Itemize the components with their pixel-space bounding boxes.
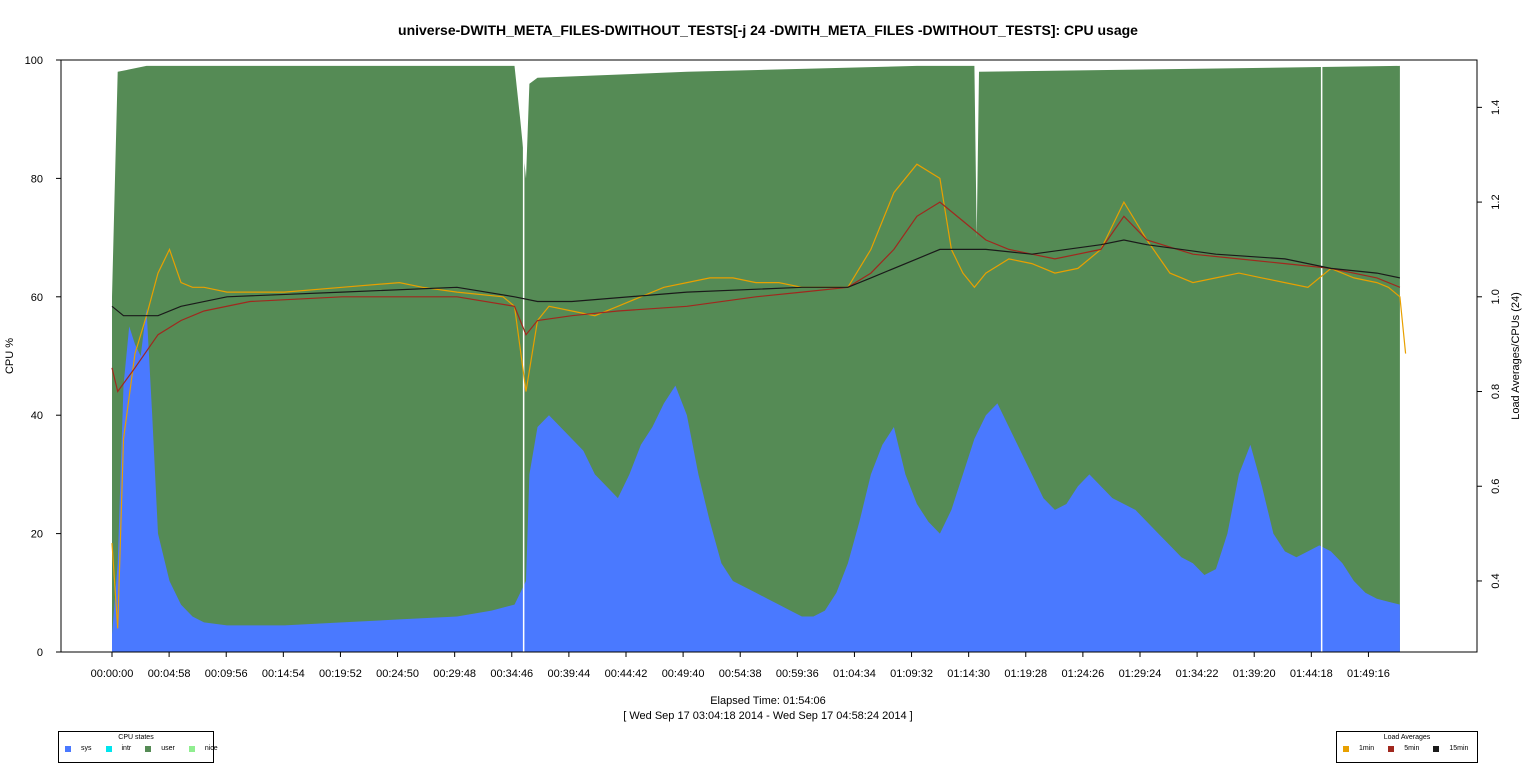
y-axis-left: 0 20 40 60 80 100 xyxy=(25,55,61,659)
x-tick-label: 00:49:40 xyxy=(662,668,705,680)
y-axis-right: 0.4 0.6 0.8 1.0 1.2 1.4 xyxy=(1477,100,1502,589)
intr-swatch-icon xyxy=(105,745,112,752)
x-tick-label: 00:39:44 xyxy=(547,668,590,680)
x-tick-label: 01:34:22 xyxy=(1176,668,1219,680)
sys-swatch-icon xyxy=(65,745,71,752)
legend-item-nice: nice xyxy=(188,745,218,752)
load-line-15min xyxy=(111,239,1401,317)
y-left-tick-label: 40 xyxy=(31,410,43,422)
x-axis-sublabel: [ Wed Sep 17 03:04:18 2014 - Wed Sep 17 … xyxy=(623,710,912,722)
y-left-tick-label: 60 xyxy=(31,292,43,304)
x-axis: 00:00:00 00:04:58 00:09:56 00:14:54 00:19:52… xyxy=(91,652,1390,680)
y-left-tick-label: 20 xyxy=(31,529,43,541)
y-right-tick-label: 1.4 xyxy=(1490,100,1502,115)
legend-label-nice: nice xyxy=(204,745,218,752)
y-right-tick-label: 1.2 xyxy=(1490,194,1502,209)
legend-item-sys: sys xyxy=(65,745,92,752)
x-tick-label: 01:19:28 xyxy=(1004,668,1047,680)
y-right-tick-label: 1.0 xyxy=(1490,289,1502,304)
x-tick-label: 00:44:42 xyxy=(605,668,648,680)
legend-item-user: user xyxy=(145,745,175,752)
cpu-legend-title: CPU states xyxy=(118,734,154,741)
x-tick-label: 00:34:46 xyxy=(490,668,533,680)
legend-item-intr: intr xyxy=(105,745,132,752)
x-tick-label: 00:54:38 xyxy=(719,668,762,680)
y-left-tick-label: 0 xyxy=(37,647,43,659)
cpu-area-sys xyxy=(112,308,1400,652)
5min-swatch-icon xyxy=(1388,745,1395,752)
x-tick-label: 00:24:50 xyxy=(376,668,419,680)
x-tick-label: 00:04:58 xyxy=(148,668,191,680)
x-axis-label: Elapsed Time: 01:54:06 xyxy=(710,695,826,707)
y-left-tick-label: 100 xyxy=(25,55,43,67)
legend-label-15min: 15min xyxy=(1449,745,1469,752)
y-right-tick-label: 0.6 xyxy=(1490,479,1502,494)
cpu-states-legend: CPU states sys intr user nice xyxy=(58,731,218,763)
1min-swatch-icon xyxy=(1343,745,1349,752)
x-tick-label: 00:09:56 xyxy=(205,668,248,680)
legend-label-1min: 1min xyxy=(1359,745,1375,752)
chart-title: universe-DWITH_META_FILES-DWITHOUT_TESTS… xyxy=(398,22,1138,38)
legend-item-5min: 5min xyxy=(1388,745,1419,752)
y-axis-left-label: CPU % xyxy=(4,338,16,374)
legend-label-5min: 5min xyxy=(1404,745,1420,752)
x-tick-label: 01:39:20 xyxy=(1233,668,1276,680)
15min-swatch-icon xyxy=(1433,745,1440,752)
x-tick-label: 00:19:52 xyxy=(319,668,362,680)
x-tick-label: 01:24:26 xyxy=(1061,668,1104,680)
load-line-1min xyxy=(111,163,1407,629)
load-line-layer xyxy=(111,163,1407,629)
cpu-area-layer xyxy=(112,60,1400,652)
legend-item-1min: 1min xyxy=(1343,745,1374,752)
nice-swatch-icon xyxy=(188,745,195,752)
legend-item-15min: 15min xyxy=(1433,745,1468,752)
legend-label-user: user xyxy=(161,745,175,752)
x-tick-label: 00:14:54 xyxy=(262,668,305,680)
plot-frame xyxy=(60,59,1478,653)
x-tick-label: 00:29:48 xyxy=(433,668,476,680)
x-tick-label: 01:09:32 xyxy=(890,668,933,680)
y-right-tick-label: 0.4 xyxy=(1490,573,1502,588)
user-swatch-icon xyxy=(145,745,152,752)
x-tick-label: 01:14:30 xyxy=(947,668,990,680)
legend-label-intr: intr xyxy=(121,745,132,752)
legend-label-sys: sys xyxy=(81,745,92,752)
y-left-tick-label: 80 xyxy=(31,173,43,185)
load-averages-legend: Load Averages 1min 5min 15min xyxy=(1336,731,1478,763)
cpu-area-user xyxy=(112,65,1400,652)
load-legend-title: Load Averages xyxy=(1383,734,1431,741)
x-tick-label: 00:59:36 xyxy=(776,668,819,680)
y-axis-right-label: Load Averages/CPUs (24) xyxy=(1510,292,1522,420)
x-tick-label: 00:00:00 xyxy=(91,668,134,680)
x-tick-label: 01:49:16 xyxy=(1347,668,1390,680)
x-tick-label: 01:04:34 xyxy=(833,668,876,680)
x-tick-label: 01:44:18 xyxy=(1290,668,1333,680)
y-right-tick-label: 0.8 xyxy=(1490,384,1502,399)
x-tick-label: 01:29:24 xyxy=(1119,668,1162,680)
